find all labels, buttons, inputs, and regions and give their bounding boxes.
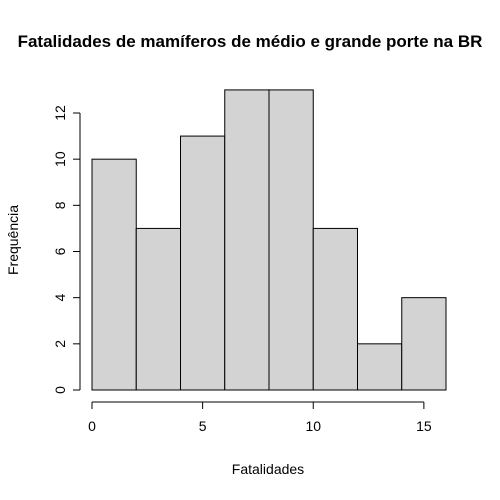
y-tick-label: 6 bbox=[52, 247, 68, 255]
chart-title: Fatalidades de mamíferos de médio e gran… bbox=[18, 32, 483, 51]
x-tick-label: 10 bbox=[305, 418, 321, 434]
x-tick-label: 0 bbox=[88, 418, 96, 434]
x-tick-label: 15 bbox=[416, 418, 432, 434]
histogram-bar bbox=[357, 343, 403, 391]
y-tick-label: 0 bbox=[52, 386, 68, 394]
y-axis-label: Frequência bbox=[5, 205, 21, 275]
histogram-bar bbox=[91, 158, 137, 391]
histogram-bar bbox=[312, 227, 358, 391]
histogram-bar bbox=[180, 135, 226, 391]
histogram-bar bbox=[224, 89, 270, 391]
y-tick-label: 4 bbox=[52, 294, 68, 302]
x-tick-label: 5 bbox=[199, 418, 207, 434]
y-axis: 0 2 4 6 8 10 12 bbox=[52, 105, 81, 394]
histogram-bar bbox=[401, 297, 447, 391]
histogram-bar bbox=[135, 227, 181, 391]
y-tick-label: 8 bbox=[52, 201, 68, 209]
y-tick-label: 10 bbox=[52, 151, 68, 167]
bars-group bbox=[91, 89, 447, 391]
histogram-bar bbox=[268, 89, 314, 391]
x-axis-label: Fatalidades bbox=[232, 461, 304, 477]
y-tick-label: 12 bbox=[52, 105, 68, 121]
y-tick-label: 2 bbox=[52, 340, 68, 348]
x-axis: 0 5 10 15 bbox=[88, 401, 432, 434]
